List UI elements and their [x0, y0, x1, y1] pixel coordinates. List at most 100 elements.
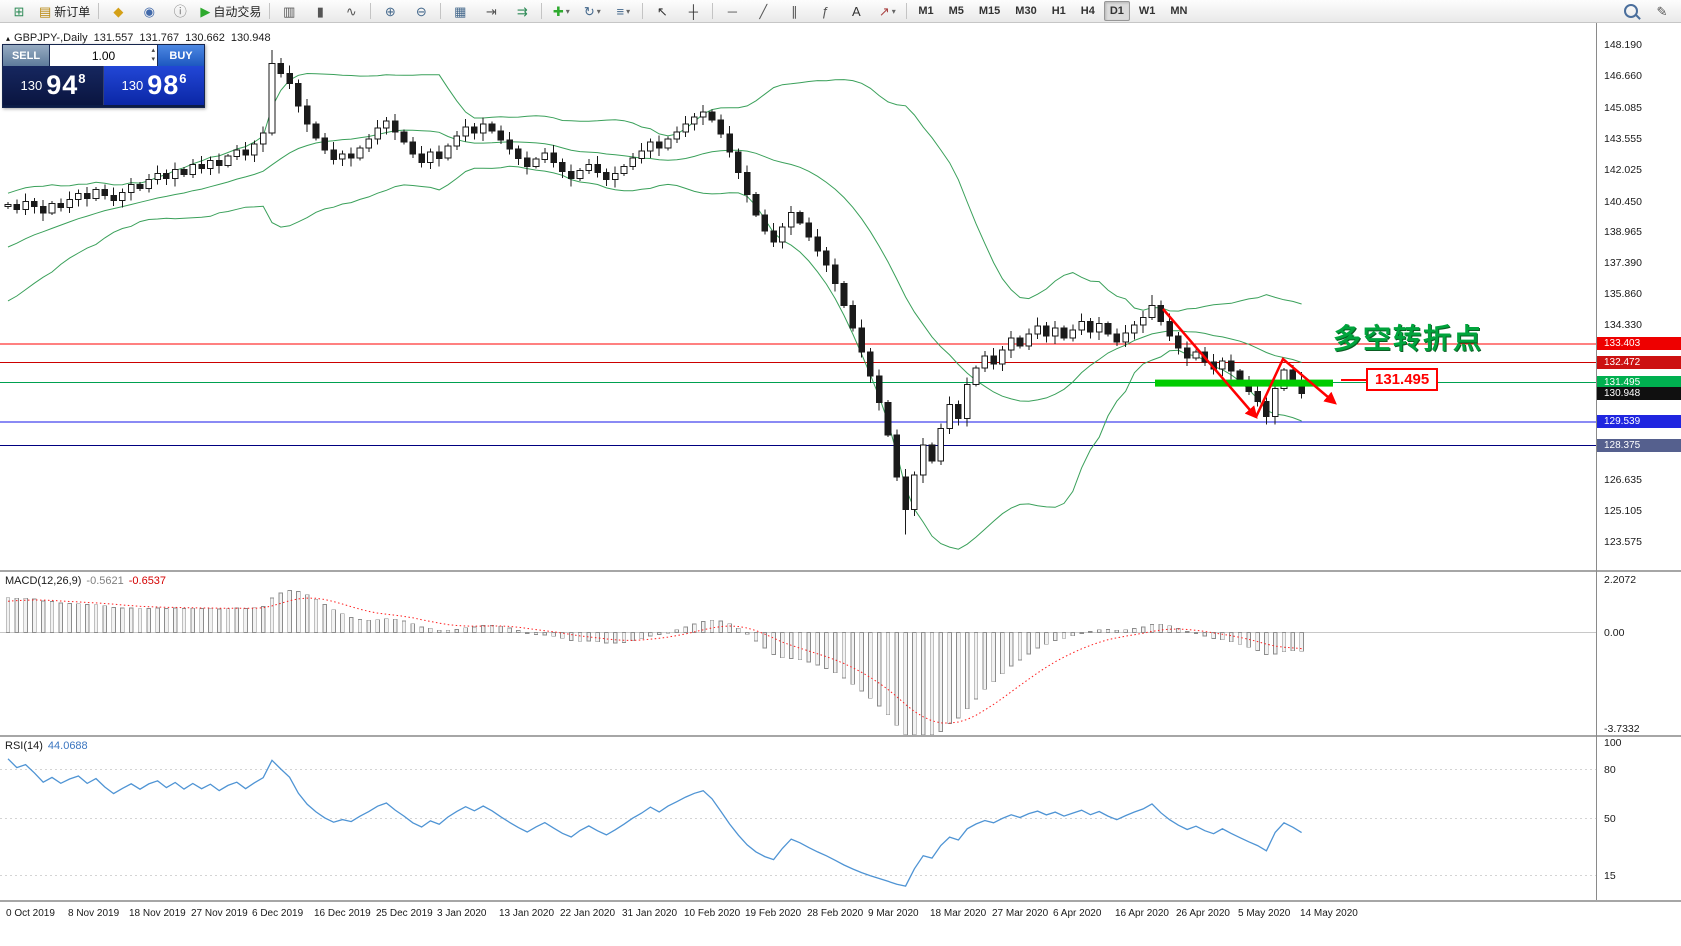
- timeframe-h4-button[interactable]: H4: [1080, 5, 1095, 17]
- date-label: 27 Mar 2020: [992, 908, 1049, 919]
- timeframe-m15-button[interactable]: M15: [978, 5, 1001, 17]
- horizontal-level-lines[interactable]: [0, 343, 1596, 446]
- periods-icon[interactable]: ↻ ▾: [577, 0, 607, 22]
- price-scale[interactable]: 148.190 146.660 145.085 143.555 142.025 140.4…: [1596, 23, 1681, 900]
- date-label: 6 Dec 2019: [252, 908, 304, 919]
- volume-value[interactable]: 1.00: [91, 48, 116, 63]
- price-chart-pane[interactable]: ▴ GBPJPY-,Daily 131.557 131.767 130.662 130.9…: [0, 23, 1681, 570]
- new-order-button-label: 新订单: [54, 4, 91, 19]
- timeframe-m30-button[interactable]: M30: [1015, 5, 1037, 17]
- autotrading-button[interactable]: ▶ 自动交易: [196, 0, 265, 22]
- equidistant-channel-icon[interactable]: ∥: [779, 0, 809, 22]
- arrows-tool-icon[interactable]: ↗ ▾: [872, 0, 902, 22]
- rsi-line: [7, 758, 1302, 887]
- text-tool-icon[interactable]: A: [841, 0, 871, 22]
- rsi-pane[interactable]: RSI(14) 44.0688: [0, 735, 1681, 900]
- price-flag-129.539: 129.539: [1597, 415, 1681, 428]
- date-label: 22 Jan 2020: [560, 908, 616, 919]
- chart-shift-icon[interactable]: ⇥: [476, 0, 506, 22]
- new-chart-icon[interactable]: ⊞: [4, 0, 34, 22]
- quick-edit-icon[interactable]: ✎: [1647, 0, 1677, 22]
- bollinger-bands: [7, 72, 1302, 550]
- sell-price-display[interactable]: 130 94 8: [3, 66, 103, 105]
- rsi-canvas[interactable]: [0, 737, 1596, 900]
- line-chart-type-icon: ∿: [345, 3, 357, 19]
- date-label: 25 Dec 2019: [376, 908, 433, 919]
- sell-button[interactable]: SELL: [3, 45, 50, 66]
- tile-windows-icon[interactable]: ▦: [445, 0, 475, 22]
- macd-label: MACD(12,26,9) -0.5621 -0.6537: [5, 575, 167, 587]
- price-flag-131.495: 131.495: [1597, 376, 1681, 389]
- pane-separator[interactable]: [1597, 570, 1681, 572]
- price-chart-canvas[interactable]: [0, 23, 1596, 570]
- pane-separator[interactable]: [1597, 735, 1681, 737]
- rsi-axis-label: 100: [1604, 737, 1622, 749]
- timeframe-d1-button[interactable]: D1: [1103, 1, 1130, 21]
- auto-scroll-icon: ⇉: [516, 3, 528, 19]
- dropdown-caret-icon: ▾: [891, 6, 896, 16]
- buy-button[interactable]: BUY: [157, 45, 204, 66]
- macd-pane[interactable]: MACD(12,26,9) -0.5621 -0.6537: [0, 570, 1681, 735]
- info-icon[interactable]: ⓘ: [165, 0, 195, 22]
- symbol-info: ▴ GBPJPY-,Daily 131.557 131.767 130.662 130.9…: [6, 32, 277, 44]
- auto-scroll-icon[interactable]: ⇉: [507, 0, 537, 22]
- sell-price-big: 94: [46, 70, 79, 100]
- tile-windows-icon: ▦: [454, 3, 467, 19]
- green-support-band[interactable]: [1155, 379, 1333, 387]
- bar-chart-type-icon[interactable]: ▥: [274, 0, 304, 22]
- search-icon[interactable]: [1616, 0, 1646, 22]
- timeframe-h1-button[interactable]: H1: [1051, 5, 1066, 17]
- date-label: 3 Jan 2020: [437, 908, 487, 919]
- toolbar-separator: [440, 3, 442, 19]
- timeframe-m1-button[interactable]: M1: [918, 5, 934, 17]
- candlestick-type-icon[interactable]: ▮: [305, 0, 335, 22]
- date-label: 18 Mar 2020: [930, 908, 987, 919]
- toolbar-separator: [370, 3, 372, 19]
- macd-histogram: [5, 590, 1304, 735]
- price-flag-128.375: 128.375: [1597, 439, 1681, 452]
- crosshair-icon: ┼: [688, 3, 698, 19]
- date-label: 31 Jan 2020: [622, 908, 678, 919]
- timeframe-w1-button[interactable]: W1: [1138, 5, 1156, 17]
- volume-up-button[interactable]: ▴: [151, 47, 155, 54]
- timeframe-mn-button[interactable]: MN: [1170, 5, 1188, 17]
- rsi-axis-label: 80: [1604, 764, 1616, 776]
- collapse-ohlc-icon[interactable]: ▴: [6, 34, 11, 43]
- toolbar-separator: [642, 3, 644, 19]
- magnifier-icon: [1624, 4, 1638, 18]
- turning-point-annotation[interactable]: 多空转折点: [1333, 323, 1484, 354]
- price-tick: 123.575: [1604, 536, 1642, 548]
- time-axis[interactable]: 0 Oct 2019 8 Nov 2019 18 Nov 2019 27 Nov 20…: [0, 900, 1681, 946]
- navigator-icon[interactable]: ◉: [134, 0, 164, 22]
- new-chart-icon: ⊞: [13, 3, 25, 19]
- new-order-button[interactable]: ▤ 新订单: [35, 0, 94, 22]
- crosshair-icon[interactable]: ┼: [678, 0, 708, 22]
- date-label: 27 Nov 2019: [191, 908, 248, 919]
- rsi-label: RSI(14) 44.0688: [5, 740, 88, 752]
- horizontal-line-icon[interactable]: ─: [717, 0, 747, 22]
- zoom-out-icon[interactable]: ⊖: [406, 0, 436, 22]
- trendline-icon[interactable]: ╱: [748, 0, 778, 22]
- symbol-name: GBPJPY-,Daily: [14, 32, 88, 44]
- zoom-in-icon[interactable]: ⊕: [375, 0, 405, 22]
- cursor-icon[interactable]: ↖: [647, 0, 677, 22]
- data-window-icon[interactable]: ◆: [103, 0, 133, 22]
- volume-down-button[interactable]: ▾: [151, 56, 155, 63]
- date-label: 8 Nov 2019: [68, 908, 120, 919]
- red-trend-arrows[interactable]: [1162, 308, 1366, 419]
- indicators-icon[interactable]: ≡ ▾: [608, 0, 638, 22]
- price-annotation-label[interactable]: 131.495: [1366, 368, 1439, 391]
- profiles-icon[interactable]: ✚ ▾: [546, 0, 576, 22]
- timeframe-m5-button[interactable]: M5: [948, 5, 964, 17]
- volume-input[interactable]: 1.00 ▴ ▾: [50, 45, 157, 66]
- line-chart-type-icon[interactable]: ∿: [336, 0, 366, 22]
- buy-price-display[interactable]: 130 98 6: [103, 66, 204, 105]
- horizontal-line-icon: ─: [727, 3, 737, 19]
- price-tick: 125.105: [1604, 505, 1642, 517]
- fibonacci-icon[interactable]: ƒ: [810, 0, 840, 22]
- date-label: 18 Nov 2019: [129, 908, 186, 919]
- rsi-axis-label: 50: [1604, 813, 1616, 825]
- candlestick-type-icon: ▮: [316, 3, 324, 19]
- macd-canvas[interactable]: [0, 572, 1596, 735]
